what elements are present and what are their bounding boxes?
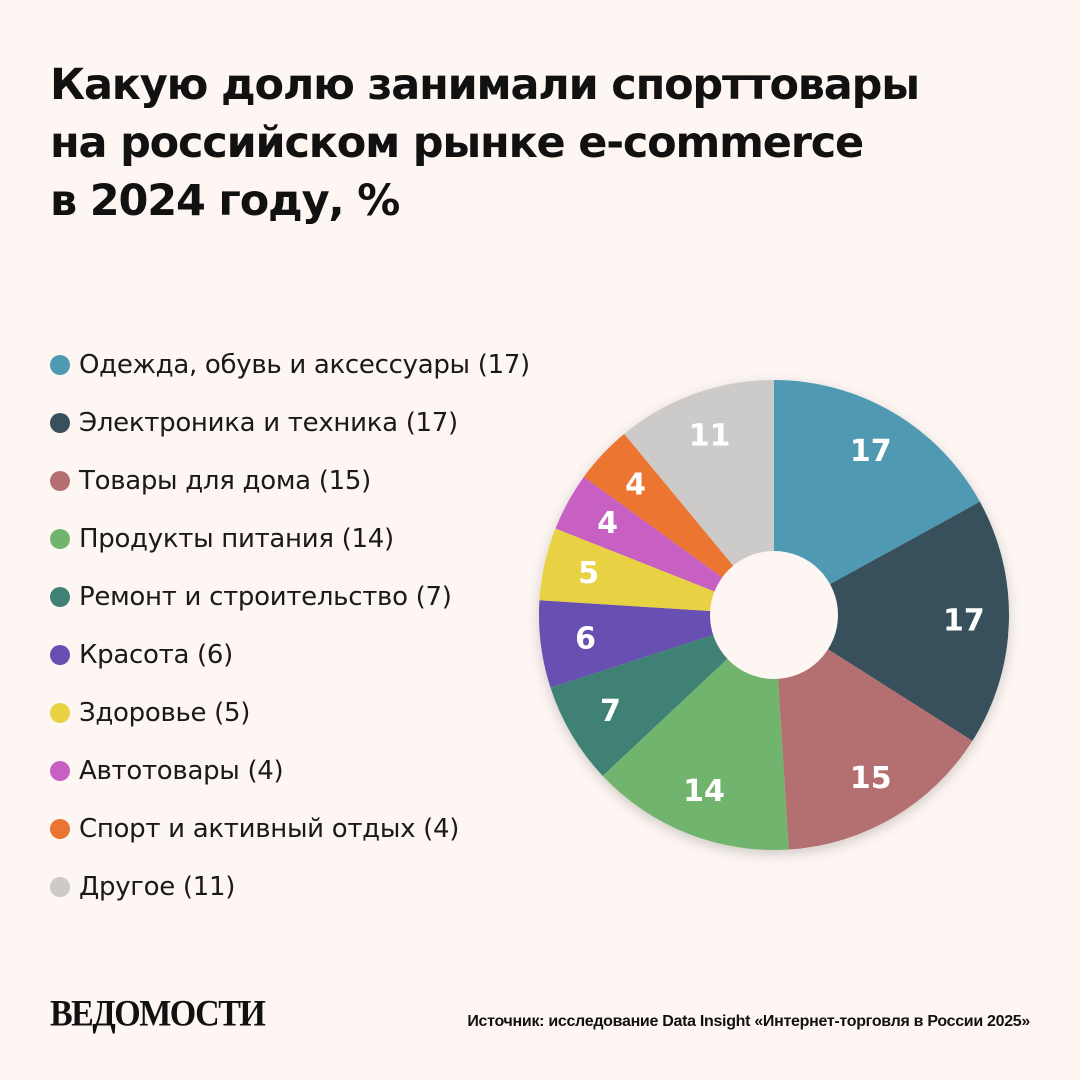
legend-swatch: [50, 413, 70, 433]
donut-slice: [774, 380, 980, 615]
chart-legend: Одежда, обувь и аксессуары (17) Электрони…: [50, 336, 530, 916]
legend-item: Здоровье (5): [50, 684, 530, 742]
chart-title-line: в 2024 году, %: [50, 176, 400, 226]
legend-swatch: [50, 355, 70, 375]
legend-item: Товары для дома (15): [50, 452, 530, 510]
legend-swatch: [50, 703, 70, 723]
legend-item: Электроника и техника (17): [50, 394, 530, 452]
slice-value-label: 14: [683, 774, 725, 809]
legend-label: Товары для дома (15): [79, 466, 371, 496]
legend-label: Электроника и техника (17): [79, 408, 458, 438]
legend-label: Спорт и активный отдых (4): [79, 814, 460, 844]
legend-item: Ремонт и строительство (7): [50, 568, 530, 626]
legend-swatch: [50, 645, 70, 665]
legend-label: Здоровье (5): [79, 698, 251, 728]
donut-slice: [602, 615, 789, 851]
chart-title-line: на российском рынке e-commerce: [50, 118, 864, 168]
legend-label: Ремонт и строительство (7): [79, 582, 452, 612]
legend-item: Спорт и активный отдых (4): [50, 800, 530, 858]
source-note: Источник: исследование Data Insight «Инт…: [467, 1013, 1030, 1030]
legend-item: Одежда, обувь и аксессуары (17): [50, 336, 530, 394]
legend-swatch: [50, 529, 70, 549]
slice-value-label: 15: [850, 761, 892, 796]
legend-label: Продукты питания (14): [79, 524, 394, 554]
chart-title: Какую долю занимали спорттовары на росси…: [50, 56, 1010, 230]
legend-swatch: [50, 471, 70, 491]
donut-slice-labels: 17 17 15 14 7 6 5 44 11: [575, 419, 985, 809]
legend-item: Продукты питания (14): [50, 510, 530, 568]
slice-value-label: 17: [850, 434, 892, 469]
donut-slice: [555, 476, 774, 615]
donut-hole: [710, 551, 838, 679]
legend-swatch: [50, 761, 70, 781]
legend-swatch: [50, 819, 70, 839]
slice-value-label: 7: [600, 694, 621, 729]
slice-value-label: 6: [575, 621, 596, 656]
legend-item: Красота (6): [50, 626, 530, 684]
legend-item: Другое (11): [50, 858, 530, 916]
slice-value-label: 5: [578, 556, 599, 591]
donut-slice: [550, 615, 774, 776]
legend-swatch: [50, 877, 70, 897]
donut-slice: [774, 501, 1009, 741]
legend-label: Одежда, обувь и аксессуары (17): [79, 350, 530, 380]
legend-item: Автотовары (4): [50, 742, 530, 800]
slice-value-label: 4: [597, 506, 618, 541]
donut-slice: [583, 433, 774, 615]
chart-title-line: Какую долю занимали спорттовары: [50, 60, 920, 110]
donut-slice: [624, 380, 774, 615]
donut-slices: [538, 380, 1009, 851]
legend-label: Автотовары (4): [79, 756, 284, 786]
legend-label: Другое (11): [79, 872, 236, 902]
slice-value-label: 4: [625, 467, 646, 502]
vedomosti-logo: ВЕДОМОСТИ: [50, 994, 266, 1034]
donut-slice: [774, 615, 973, 850]
slice-value-label: 11: [689, 419, 731, 454]
legend-swatch: [50, 587, 70, 607]
legend-label: Красота (6): [79, 640, 233, 670]
slice-value-label: 17: [943, 603, 985, 638]
